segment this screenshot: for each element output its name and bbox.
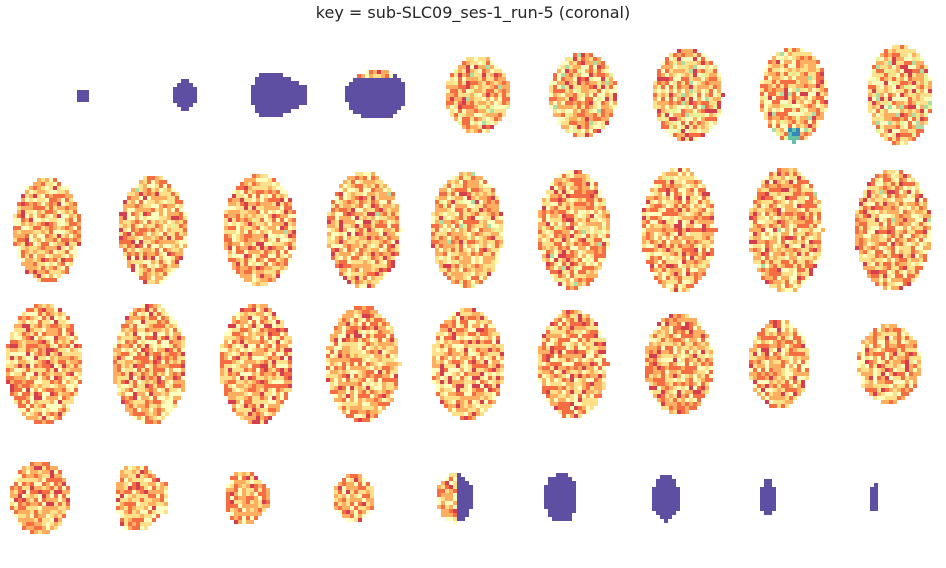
slice-14: [431, 172, 503, 288]
slice-23: [432, 308, 504, 420]
slice-27: [857, 324, 921, 404]
slice-20: [113, 304, 185, 424]
slice-35: [760, 479, 776, 515]
figure-title: key = sub-SLC09_ses-1_run-5 (coronal): [315, 3, 631, 22]
slice-21: [220, 304, 292, 424]
slice-28: [10, 462, 70, 534]
slice-22: [326, 306, 402, 422]
slice-4: [345, 70, 405, 118]
slice-17: [749, 168, 825, 292]
slice-3: [251, 73, 307, 117]
slice-32: [437, 473, 473, 525]
slice-13: [327, 172, 403, 288]
slice-11: [119, 176, 187, 284]
slice-12: [224, 174, 296, 286]
slice-10: [13, 178, 81, 282]
slice-30: [226, 472, 270, 524]
slice-26: [749, 320, 809, 408]
slice-9: [868, 45, 932, 145]
slice-31: [334, 474, 374, 522]
slice-33: [544, 473, 576, 521]
slice-36: [870, 483, 878, 511]
slice-29: [116, 466, 168, 530]
slice-24: [538, 310, 610, 418]
slice-6: [549, 53, 617, 137]
slice-7: [653, 49, 725, 141]
slice-34: [652, 475, 680, 523]
slice-1: [77, 90, 89, 102]
slice-19: [6, 304, 82, 424]
slice-18: [855, 170, 931, 290]
slice-2: [173, 79, 197, 111]
slice-25: [645, 314, 713, 414]
slice-5: [446, 57, 510, 133]
slice-8: [760, 48, 828, 144]
slice-16: [642, 168, 718, 292]
slice-15: [538, 170, 610, 290]
